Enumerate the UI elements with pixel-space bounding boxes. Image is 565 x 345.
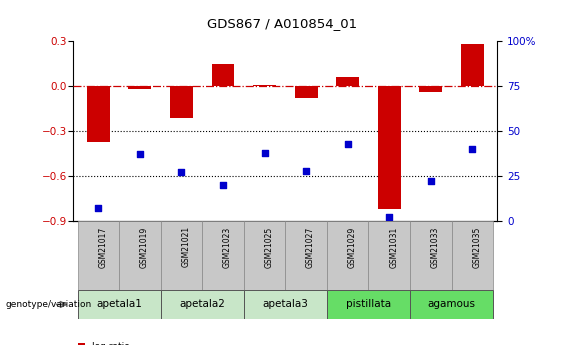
Legend: log ratio, percentile rank within the sample: log ratio, percentile rank within the sa… [78,342,246,345]
Bar [419,86,442,92]
Text: GSM21025: GSM21025 [264,226,273,268]
Bar [77,221,119,290]
Point [468,146,477,152]
Text: GSM21029: GSM21029 [347,226,357,268]
Bar [211,64,234,86]
Point [302,168,311,173]
Text: pistillata: pistillata [346,299,391,309]
Text: GDS867 / A010854_01: GDS867 / A010854_01 [207,17,358,30]
Point [94,206,103,211]
Bar [253,85,276,86]
Point [260,150,269,155]
Text: GSM21017: GSM21017 [98,226,107,268]
Bar [244,290,327,319]
Bar [336,77,359,86]
Text: GSM21027: GSM21027 [306,226,315,268]
Text: GSM21023: GSM21023 [223,226,232,268]
Bar [451,221,493,290]
Bar [160,290,244,319]
Text: apetala2: apetala2 [179,299,225,309]
Bar [119,221,160,290]
Bar [128,86,151,89]
Bar [170,86,193,118]
Text: GSM21033: GSM21033 [431,226,440,268]
Text: agamous: agamous [428,299,476,309]
Point [177,170,186,175]
Bar [295,86,318,98]
Text: GSM21021: GSM21021 [181,226,190,267]
Bar [410,221,451,290]
Point [219,182,228,188]
Point [136,152,145,157]
Bar [202,221,244,290]
Bar [378,86,401,209]
Text: GSM21019: GSM21019 [140,226,149,268]
Point [343,141,352,146]
Bar [285,221,327,290]
Text: apetala3: apetala3 [262,299,308,309]
Point [426,179,435,184]
Bar [77,290,160,319]
Point [385,215,394,220]
Text: GSM21035: GSM21035 [472,226,481,268]
Bar [87,86,110,141]
Bar [244,221,285,290]
Bar [160,221,202,290]
Text: genotype/variation: genotype/variation [6,300,92,309]
Bar [461,45,484,86]
Bar [368,221,410,290]
Bar [327,221,368,290]
Bar [327,290,410,319]
Text: apetala1: apetala1 [96,299,142,309]
Bar [410,290,493,319]
Text: GSM21031: GSM21031 [389,226,398,268]
